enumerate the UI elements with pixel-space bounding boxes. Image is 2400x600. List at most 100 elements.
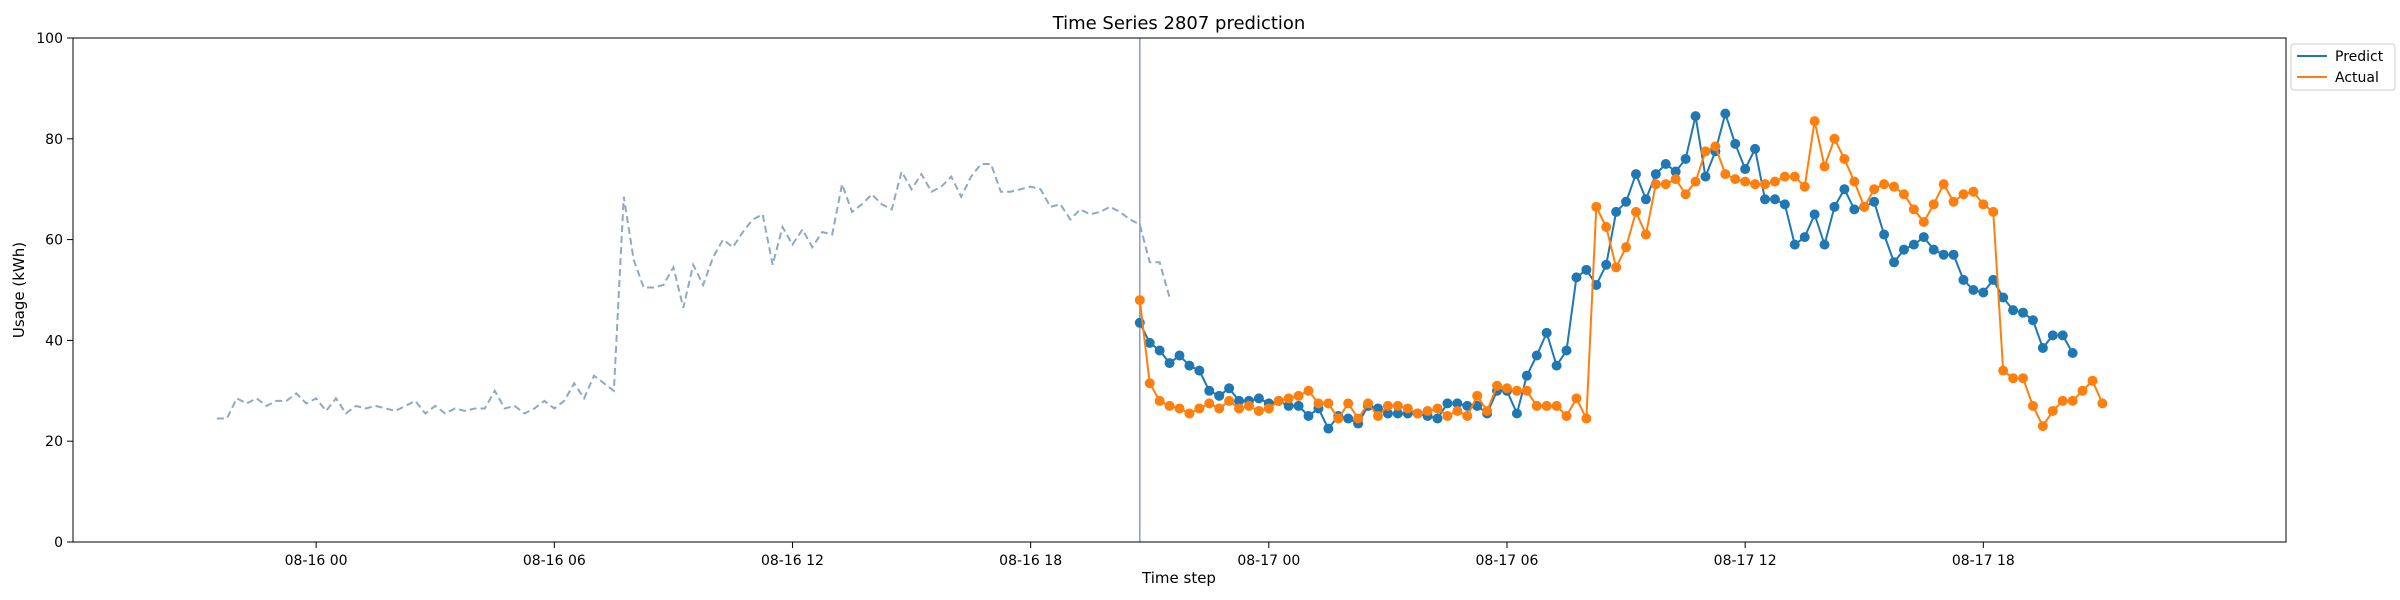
data-point-predict	[2037, 342, 2048, 353]
data-point-actual	[1382, 400, 1393, 411]
data-point-predict	[1829, 201, 1840, 212]
data-point-actual	[1908, 204, 1919, 215]
data-point-actual	[1978, 199, 1989, 210]
data-point-predict	[1343, 413, 1354, 424]
data-point-actual	[1531, 400, 1542, 411]
data-point-predict	[1998, 292, 2009, 303]
data-point-actual	[1174, 403, 1185, 414]
data-point-actual	[1343, 398, 1354, 409]
x-tick-label: 08-16 12	[761, 553, 824, 569]
data-point-actual	[1154, 395, 1165, 406]
data-point-actual	[1511, 385, 1522, 396]
data-point-predict	[1194, 365, 1205, 376]
series-line-predict	[1138, 110, 2074, 431]
data-point-predict	[1700, 171, 1711, 182]
data-point-predict	[1968, 285, 1979, 295]
data-point-actual	[1134, 295, 1145, 306]
data-point-predict	[1571, 272, 1582, 283]
plot-frame	[72, 37, 2287, 543]
data-point-predict	[1154, 345, 1165, 356]
data-point-actual	[1889, 181, 1900, 192]
data-point-predict	[1898, 244, 1909, 255]
data-point-actual	[1799, 181, 1810, 192]
data-point-predict	[1144, 337, 1155, 348]
data-point-predict	[1958, 274, 1969, 285]
data-point-actual	[1581, 413, 1592, 424]
data-point-actual	[1214, 403, 1225, 414]
data-point-actual	[1422, 405, 1433, 416]
data-point-actual	[1472, 390, 1483, 401]
data-point-actual	[1521, 385, 1532, 396]
data-point-actual	[1690, 176, 1701, 187]
data-point-actual	[1819, 161, 1830, 172]
data-point-actual	[1164, 400, 1175, 411]
data-point-actual	[1482, 405, 1493, 416]
data-point-predict	[1769, 194, 1780, 205]
data-point-predict	[1581, 264, 1592, 275]
data-point-actual	[1234, 403, 1245, 414]
data-point-actual	[1779, 171, 1790, 182]
data-point-actual	[1462, 411, 1473, 421]
data-point-predict	[1204, 385, 1215, 396]
data-point-actual	[1918, 216, 1929, 227]
data-point-actual	[1958, 189, 1969, 200]
axes: 0 20 40 60 80 100 08-16 00 08-16 06 08-16 12 08-1…	[36, 31, 2015, 569]
data-point-actual	[2047, 405, 2058, 416]
data-point-predict	[1839, 184, 1850, 195]
data-point-predict	[1640, 194, 1651, 205]
data-point-actual	[2037, 421, 2048, 432]
data-point-actual	[1263, 403, 1274, 414]
data-point-predict	[1293, 400, 1304, 411]
data-point-predict	[1908, 239, 1919, 250]
data-point-actual	[1968, 186, 1979, 197]
data-point-actual	[1313, 398, 1324, 409]
data-point-actual	[1849, 176, 1860, 187]
data-point-predict	[1819, 239, 1830, 250]
data-point-predict	[1462, 400, 1473, 411]
data-point-actual	[1432, 403, 1443, 414]
data-point-actual	[1442, 411, 1453, 421]
data-point-predict	[1670, 166, 1681, 177]
data-point-predict	[1978, 287, 1989, 298]
y-tick-label: 20	[45, 434, 63, 450]
data-point-actual	[1789, 171, 1800, 182]
data-point-predict	[1779, 199, 1790, 210]
data-point-actual	[2077, 385, 2088, 396]
data-point-predict	[2008, 305, 2019, 316]
data-point-actual	[1452, 405, 1463, 416]
data-point-actual	[1501, 383, 1512, 394]
x-tick-label: 08-16 00	[285, 553, 348, 569]
data-point-actual	[1769, 176, 1780, 187]
history-line	[216, 163, 1171, 420]
data-point-predict	[1392, 408, 1403, 419]
data-point-predict	[1809, 209, 1820, 220]
data-point-predict	[1184, 360, 1195, 371]
data-point-actual	[1938, 179, 1949, 190]
data-point-predict	[1452, 398, 1463, 409]
x-tick-label: 08-17 06	[1476, 553, 1539, 569]
data-point-predict	[1611, 206, 1622, 217]
data-point-predict	[1799, 232, 1810, 243]
data-point-predict	[1928, 244, 1939, 255]
data-point-actual	[1561, 411, 1572, 421]
data-point-actual	[1630, 206, 1641, 217]
series-line-actual	[1138, 120, 2104, 429]
data-point-actual	[2018, 373, 2029, 384]
chart-title: Time Series 2807 prediction	[1052, 13, 1306, 34]
data-point-actual	[1879, 179, 1890, 190]
data-point-predict	[1283, 400, 1294, 411]
data-point-actual	[1293, 390, 1304, 401]
data-point-actual	[1928, 199, 1939, 210]
data-point-actual	[1551, 400, 1562, 411]
data-point-actual	[1184, 408, 1195, 419]
y-tick-label: 100	[36, 31, 63, 47]
data-point-predict	[1511, 408, 1522, 419]
data-point-predict	[1988, 274, 1999, 285]
data-point-actual	[1948, 196, 1959, 207]
data-point-predict	[1879, 229, 1890, 240]
data-point-actual	[1273, 395, 1284, 406]
data-point-actual	[1224, 395, 1235, 406]
data-point-actual	[1839, 153, 1850, 164]
data-point-actual	[1541, 400, 1552, 411]
x-tick-label: 08-17 12	[1714, 553, 1777, 569]
